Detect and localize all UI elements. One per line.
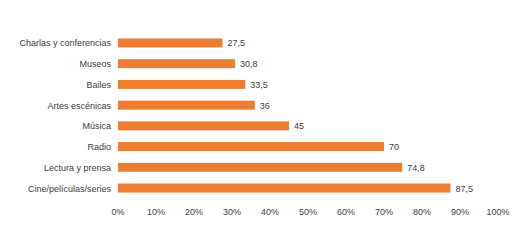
data-label: 36 (260, 101, 270, 111)
data-label: 33,5 (250, 80, 268, 90)
category-label: Lectura y prensa (44, 163, 111, 173)
bar (118, 121, 289, 130)
category-label: Museos (79, 59, 111, 69)
bar (118, 163, 402, 172)
tick-label: 80% (413, 207, 431, 217)
tick-label: 0% (111, 207, 124, 217)
data-label: 70 (389, 142, 399, 152)
bar (118, 80, 245, 89)
tick-label: 10% (147, 207, 165, 217)
category-label: Radio (87, 142, 111, 152)
bar (118, 38, 223, 47)
category-label: Música (82, 121, 111, 131)
data-label: 87,5 (456, 184, 474, 194)
category-label: Artes escénicas (47, 101, 111, 111)
bar (118, 184, 451, 193)
data-label: 27,5 (228, 38, 246, 48)
bar (118, 59, 235, 68)
tick-label: 70% (375, 207, 393, 217)
tick-label: 90% (451, 207, 469, 217)
category-label: Charlas y conferencias (19, 38, 111, 48)
chart-container: Charlas y conferencias Museos Bailes Artes … (0, 0, 528, 225)
data-label: 45 (294, 121, 304, 131)
tick-label: 20% (185, 207, 203, 217)
tick-label: 60% (337, 207, 355, 217)
bar (118, 142, 384, 151)
data-label: 74,8 (407, 163, 425, 173)
tick-label: 40% (261, 207, 279, 217)
tick-label: 50% (299, 207, 317, 217)
tick-label: 100% (486, 207, 509, 217)
chart: Charlas y conferencias Museos Bailes Artes … (0, 0, 528, 225)
bars (118, 38, 451, 192)
data-label: 30,8 (240, 59, 258, 69)
tick-label: 30% (223, 207, 241, 217)
bar (118, 101, 255, 110)
category-label: Bailes (86, 80, 111, 90)
category-label: Cine/películas/series (28, 184, 112, 194)
